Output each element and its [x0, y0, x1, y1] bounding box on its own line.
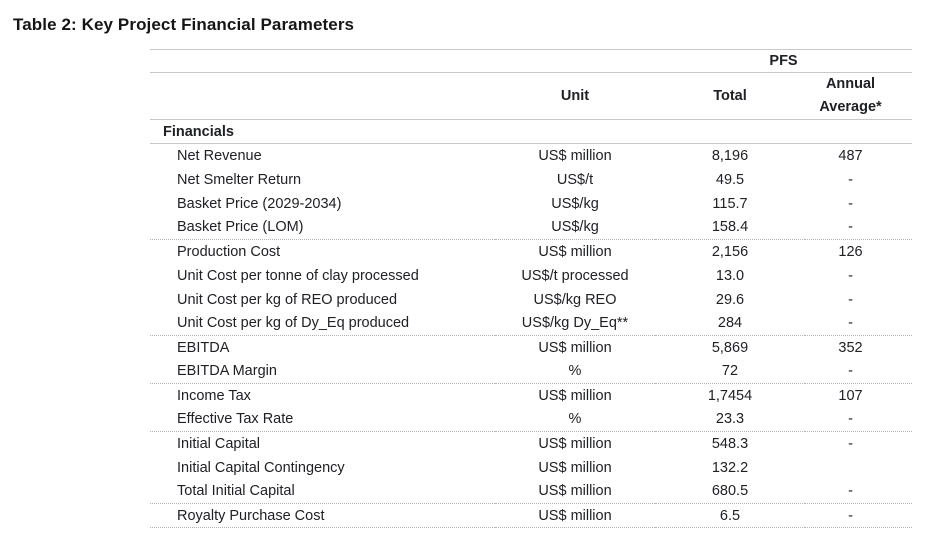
row-annual-average: -: [848, 195, 853, 212]
empty-header-cell: [150, 72, 495, 120]
row-unit: US$/kg: [551, 195, 599, 212]
financial-parameters-table: PFS Unit Total Annual Average* Financial…: [150, 49, 913, 528]
table-row: Basket Price (2029-2034) US$/kg 115.7 -: [150, 192, 912, 216]
row-annual-average: -: [805, 431, 913, 456]
row-annual-average: 126: [805, 239, 913, 264]
row-label: Royalty Purchase Cost: [150, 503, 495, 528]
row-label: Production Cost: [150, 239, 495, 264]
row-total: 158.4: [711, 219, 749, 236]
table-row: EBITDA US$ million 5,869 352: [150, 335, 913, 360]
table-title: Table 2: Key Project Financial Parameter…: [13, 15, 355, 34]
row-total: 2,156: [655, 239, 805, 264]
row-unit: US$/kg REO: [533, 291, 617, 308]
column-header-unit: Unit: [495, 72, 655, 120]
section-header-financials: Financials: [150, 119, 913, 144]
table-row: Initial Capital US$ million 548.3 -: [150, 431, 913, 456]
column-header-total: Total: [655, 72, 805, 120]
row-label: Basket Price (2029-2034): [177, 195, 342, 212]
row-total: 13.0: [715, 267, 745, 284]
row-label: Unit Cost per tonne of clay processed: [177, 267, 419, 284]
row-total: 49.5: [715, 171, 745, 188]
row-total: 284: [717, 315, 743, 332]
row-unit: US$ million: [495, 431, 655, 456]
row-label: EBITDA Margin: [177, 363, 277, 380]
row-total: 680.5: [711, 483, 749, 500]
section-header-row: Financials: [150, 119, 913, 144]
row-total: 5,869: [655, 335, 805, 360]
table-row: Basket Price (LOM) US$/kg 158.4 -: [150, 216, 912, 240]
row-label: Effective Tax Rate: [177, 411, 294, 428]
table-row: Net Smelter Return US$/t 49.5 -: [150, 168, 912, 192]
row-annual-average: -: [848, 291, 853, 308]
row-total: 115.7: [712, 195, 748, 212]
table-row: Unit Cost per kg of REO produced US$/kg …: [150, 288, 912, 312]
row-label: Initial Capital Contingency: [177, 459, 345, 476]
row-annual-average: 107: [805, 383, 913, 408]
table-row: Unit Cost per kg of Dy_Eq produced US$/k…: [150, 312, 912, 336]
row-unit: US$/t processed: [521, 267, 629, 284]
row-total: 1,7454: [655, 383, 805, 408]
row-annual-average: -: [848, 483, 853, 500]
row-label: Unit Cost per kg of Dy_Eq produced: [177, 315, 410, 332]
row-label: Unit Cost per kg of REO produced: [177, 291, 398, 308]
row-unit: US$ million: [538, 147, 612, 164]
row-annual-average: -: [848, 171, 853, 188]
column-header-annual-average: Annual Average*: [805, 72, 913, 120]
row-annual-average: 352: [805, 335, 913, 360]
table-body: Net Revenue US$ million 8,196 487 Net Sm…: [150, 144, 913, 528]
row-unit: US$ million: [495, 383, 655, 408]
row-unit: US$/t: [556, 171, 594, 188]
row-total: 6.5: [655, 503, 805, 528]
row-unit: US$ million: [538, 459, 612, 476]
row-unit: US$/kg Dy_Eq**: [521, 315, 629, 332]
row-total: 8,196: [711, 147, 749, 164]
row-total: 72: [721, 363, 739, 380]
table-row: Unit Cost per tonne of clay processed US…: [150, 264, 912, 288]
row-label: EBITDA: [150, 335, 495, 360]
row-unit: US$ million: [538, 483, 612, 500]
row-annual-average: [805, 456, 912, 480]
table-row: Production Cost US$ million 2,156 126: [150, 239, 913, 264]
column-header-row: Unit Total Annual Average*: [150, 72, 913, 120]
table-row: Royalty Purchase Cost US$ million 6.5 -: [150, 503, 913, 528]
table-row: Income Tax US$ million 1,7454 107: [150, 383, 913, 408]
row-label: Initial Capital: [150, 431, 495, 456]
row-annual-average: -: [848, 363, 853, 380]
row-unit: US$ million: [495, 239, 655, 264]
row-unit: %: [568, 363, 582, 380]
row-annual-average: -: [848, 411, 853, 428]
table-row: Effective Tax Rate % 23.3 -: [150, 408, 912, 432]
column-group-pfs: PFS: [655, 49, 913, 73]
table-row: Total Initial Capital US$ million 680.5 …: [150, 480, 912, 504]
row-annual-average: -: [848, 315, 853, 332]
row-label: Basket Price (LOM): [177, 219, 304, 236]
row-annual-average: -: [805, 503, 913, 528]
row-total: 29.6: [715, 291, 745, 308]
pfs-group-header-row: PFS: [150, 49, 913, 73]
row-annual-average: 487: [838, 147, 863, 164]
row-label: Net Revenue: [177, 147, 262, 164]
row-annual-average: -: [848, 219, 853, 236]
row-label: Income Tax: [150, 383, 495, 408]
empty-header-cell: [150, 49, 655, 73]
row-unit: US$/kg: [551, 219, 599, 236]
row-unit: %: [568, 411, 582, 428]
row-total: 23.3: [715, 411, 745, 428]
row-annual-average: -: [848, 267, 853, 284]
row-total: 132.2: [711, 459, 749, 476]
row-unit: US$ million: [495, 335, 655, 360]
table-row: EBITDA Margin % 72 -: [150, 360, 912, 384]
row-label: Net Smelter Return: [177, 171, 302, 188]
table-row: Initial Capital Contingency US$ million …: [150, 456, 912, 480]
row-label: Total Initial Capital: [177, 483, 295, 500]
row-total: 548.3: [655, 431, 805, 456]
row-unit: US$ million: [495, 503, 655, 528]
table-row: Net Revenue US$ million 8,196 487: [150, 144, 912, 168]
